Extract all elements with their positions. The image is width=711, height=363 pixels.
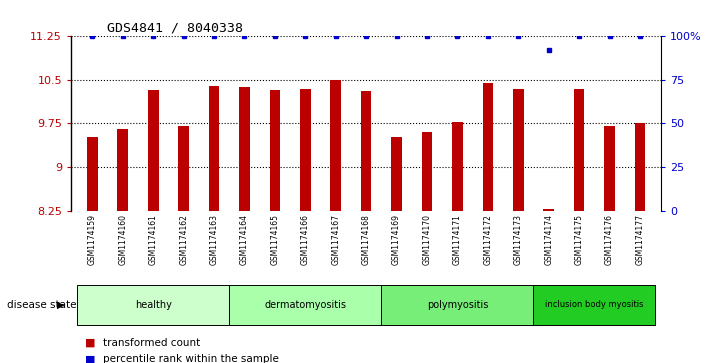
Text: GSM1174167: GSM1174167 [331, 214, 341, 265]
Text: GDS4841 / 8040338: GDS4841 / 8040338 [107, 22, 242, 35]
Bar [543, 209, 554, 211]
Bar [391, 137, 402, 211]
Text: ■: ■ [85, 338, 96, 348]
Text: disease state: disease state [7, 300, 77, 310]
Text: GSM1174169: GSM1174169 [392, 214, 401, 265]
Text: GSM1174173: GSM1174173 [514, 214, 523, 265]
Bar [331, 80, 341, 211]
Bar [300, 89, 311, 211]
Bar [87, 137, 97, 211]
Bar [635, 123, 646, 211]
Text: GSM1174165: GSM1174165 [270, 214, 279, 265]
Text: healthy: healthy [135, 300, 171, 310]
Text: GSM1174161: GSM1174161 [149, 214, 158, 265]
Text: dermatomyositis: dermatomyositis [264, 300, 346, 310]
Bar [148, 90, 159, 211]
Text: GSM1174170: GSM1174170 [422, 214, 432, 265]
Text: GSM1174164: GSM1174164 [240, 214, 249, 265]
Text: polymyositis: polymyositis [427, 300, 488, 310]
Text: GSM1174176: GSM1174176 [605, 214, 614, 265]
Text: percentile rank within the sample: percentile rank within the sample [103, 354, 279, 363]
Bar [604, 126, 615, 211]
Bar [239, 87, 250, 211]
Bar [209, 86, 220, 211]
Text: GSM1174168: GSM1174168 [362, 214, 370, 265]
Text: GSM1174160: GSM1174160 [118, 214, 127, 265]
Bar [533, 285, 655, 325]
Bar [269, 90, 280, 211]
Text: GSM1174177: GSM1174177 [636, 214, 644, 265]
Text: GSM1174172: GSM1174172 [483, 214, 492, 265]
Text: ■: ■ [85, 354, 96, 363]
Text: GSM1174175: GSM1174175 [574, 214, 584, 265]
Text: GSM1174162: GSM1174162 [179, 214, 188, 265]
Bar [422, 132, 432, 211]
Text: GSM1174163: GSM1174163 [210, 214, 218, 265]
Text: transformed count: transformed count [103, 338, 201, 348]
Bar [178, 126, 189, 211]
Bar [513, 89, 523, 211]
Text: GSM1174166: GSM1174166 [301, 214, 310, 265]
Text: GSM1174159: GSM1174159 [88, 214, 97, 265]
Bar [574, 89, 584, 211]
Bar [77, 285, 229, 325]
Text: GSM1174174: GSM1174174 [544, 214, 553, 265]
Bar [117, 129, 128, 211]
Bar [361, 91, 371, 211]
Text: inclusion body myositis: inclusion body myositis [545, 301, 643, 309]
Bar [483, 83, 493, 211]
Bar [452, 122, 463, 211]
Bar [229, 285, 381, 325]
Text: ▶: ▶ [57, 300, 64, 310]
Bar [381, 285, 533, 325]
Text: GSM1174171: GSM1174171 [453, 214, 462, 265]
